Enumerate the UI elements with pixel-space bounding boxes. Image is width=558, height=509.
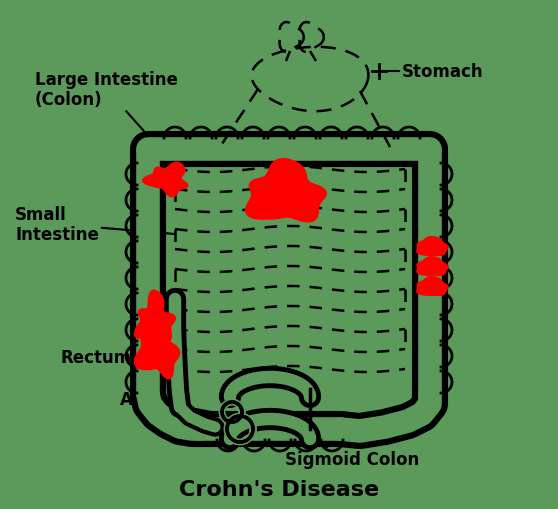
Polygon shape <box>134 314 181 380</box>
Polygon shape <box>416 237 449 257</box>
Polygon shape <box>134 290 176 342</box>
Text: Crohn's Disease: Crohn's Disease <box>179 479 379 499</box>
Polygon shape <box>416 276 449 297</box>
Text: Rectum: Rectum <box>60 348 168 366</box>
Text: Stomach: Stomach <box>382 63 484 81</box>
Text: Anus: Anus <box>120 390 222 414</box>
Polygon shape <box>416 257 449 276</box>
Polygon shape <box>245 159 327 223</box>
Text: Small
Intestine: Small Intestine <box>15 205 175 244</box>
Polygon shape <box>142 162 189 198</box>
Text: Sigmoid Colon: Sigmoid Colon <box>285 439 419 468</box>
Text: Large Intestine
(Colon): Large Intestine (Colon) <box>35 70 178 158</box>
